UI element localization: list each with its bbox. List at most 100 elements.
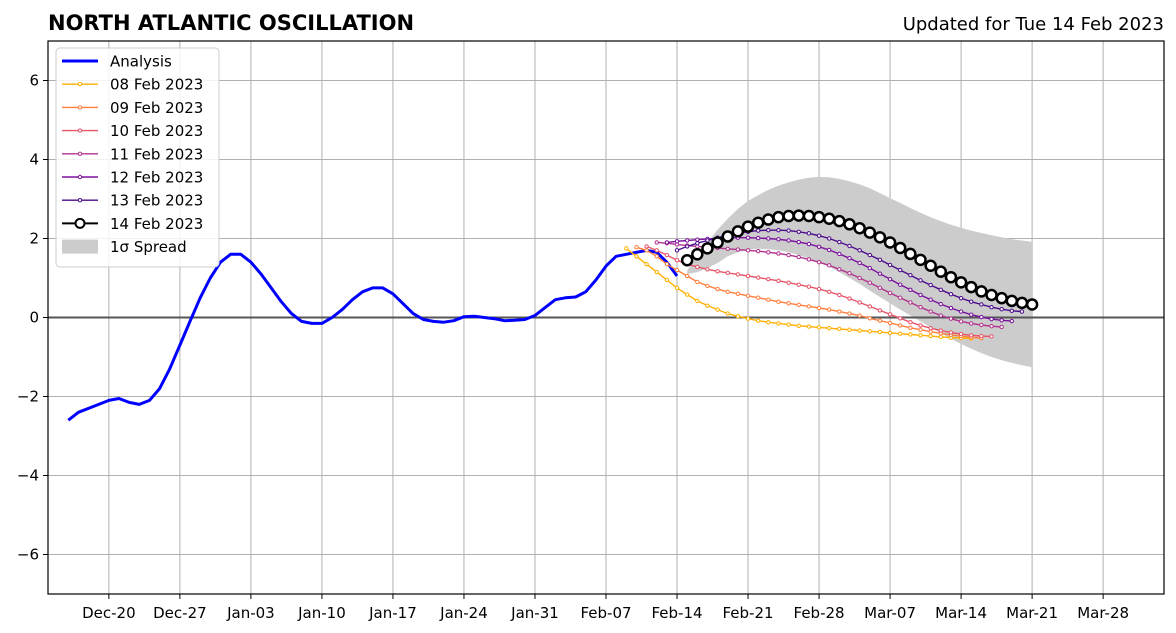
forecast-point	[624, 246, 629, 251]
forecast-point	[847, 271, 852, 276]
forecast-point	[928, 282, 933, 288]
forecast-point	[806, 324, 812, 329]
forecast-point	[725, 289, 730, 295]
x-tick-label: Feb-07	[580, 604, 631, 622]
forecast-point	[948, 330, 954, 335]
forecast-point	[898, 331, 903, 336]
forecast-point	[711, 236, 724, 249]
forecast-point	[827, 236, 832, 241]
legend-marker	[77, 105, 83, 110]
legend-box	[55, 47, 220, 268]
y-tick-label: 6	[29, 72, 39, 90]
forecast-point	[786, 280, 791, 285]
legend-label: 14 Feb 2023	[110, 215, 203, 233]
forecast-point	[786, 252, 791, 258]
forecast-point	[887, 290, 893, 296]
forecast-point	[989, 316, 994, 322]
forecast-point	[674, 239, 680, 244]
forecast-point	[938, 334, 943, 340]
forecast-point	[691, 248, 704, 261]
forecast-point	[877, 318, 883, 323]
forecast-point	[745, 235, 751, 240]
forecast-point	[898, 267, 903, 273]
forecast-point	[705, 303, 710, 308]
forecast-point	[827, 307, 832, 312]
forecast-point	[938, 313, 943, 318]
forecast-point	[857, 313, 862, 318]
forecast-point	[837, 267, 842, 272]
legend-entry: 11 Feb 2023	[62, 145, 203, 163]
forecast-point	[938, 328, 943, 333]
forecast-point	[883, 236, 897, 249]
forecast-point	[654, 254, 659, 259]
forecast-point	[674, 248, 680, 253]
x-tick-label: Mar-07	[864, 604, 916, 622]
forecast-point	[979, 302, 984, 307]
analysis-line	[67, 248, 679, 422]
forecast-point	[857, 275, 862, 281]
forecast-point	[938, 301, 943, 307]
forecast-point	[654, 269, 659, 275]
forecast-point	[975, 285, 988, 298]
forecast-point	[695, 241, 700, 246]
legend-marker	[77, 174, 83, 180]
forecast-point	[695, 264, 700, 270]
forecast-point	[934, 265, 948, 278]
forecast-point	[877, 271, 883, 276]
forecast-point	[634, 254, 639, 259]
forecast-point	[867, 280, 872, 285]
forecast-point	[908, 287, 913, 293]
forecast-point	[695, 298, 700, 304]
legend-entry: 14 Feb 2023	[62, 215, 203, 233]
forecast-point	[887, 276, 893, 282]
forecast-point	[969, 321, 974, 326]
forecast-point	[887, 330, 893, 336]
forecast-point	[969, 333, 974, 338]
forecast-point	[837, 239, 842, 245]
forecast-point	[958, 331, 964, 337]
forecast-point	[948, 291, 954, 297]
forecast-point	[766, 250, 771, 255]
forecast-point	[853, 221, 866, 235]
legend-marker	[77, 82, 83, 87]
forecast-series-14-feb-2023	[680, 209, 1039, 311]
forecast-point	[877, 257, 883, 263]
y-tick-label: 0	[29, 309, 39, 327]
forecast-point	[827, 289, 832, 295]
forecast-point	[745, 248, 751, 253]
forecast-point	[674, 285, 680, 291]
forecast-point	[674, 258, 680, 263]
forecast-point	[766, 228, 771, 233]
forecast-point	[857, 248, 862, 253]
forecast-point	[776, 321, 781, 326]
forecast-point	[847, 256, 852, 261]
forecast-point	[664, 277, 670, 283]
forecast-point	[948, 305, 954, 311]
forecast-point	[827, 263, 832, 268]
forecast-point	[786, 238, 791, 243]
x-tick-label: Feb-14	[651, 604, 702, 622]
forecast-point	[908, 300, 913, 305]
legend-label: 11 Feb 2023	[110, 145, 203, 163]
forecast-point	[735, 272, 741, 277]
forecast-point	[715, 269, 720, 274]
forecast-point	[812, 210, 826, 224]
forecast-point	[755, 275, 761, 280]
forecast-point	[745, 316, 751, 321]
forecast-point	[999, 318, 1004, 323]
forecast-point	[969, 312, 974, 317]
forecast-point	[786, 322, 791, 327]
forecast-point	[833, 214, 846, 228]
forecast-point	[1015, 296, 1029, 310]
forecast-point	[806, 304, 812, 309]
forecast-point	[664, 261, 670, 267]
forecast-point	[827, 247, 832, 253]
forecast-point	[857, 328, 862, 333]
forecast-point	[802, 209, 816, 223]
x-tick-label: Jan-10	[297, 604, 346, 622]
forecast-point	[847, 296, 852, 301]
x-tick-label: Feb-21	[723, 604, 774, 622]
y-tick-label: −2	[17, 388, 39, 406]
legend: Analysis 08 Feb 2023 09 Feb 2023 10 Feb 202…	[55, 47, 220, 268]
y-axis: −6 −4 −2 0 2 4 6	[17, 72, 48, 564]
